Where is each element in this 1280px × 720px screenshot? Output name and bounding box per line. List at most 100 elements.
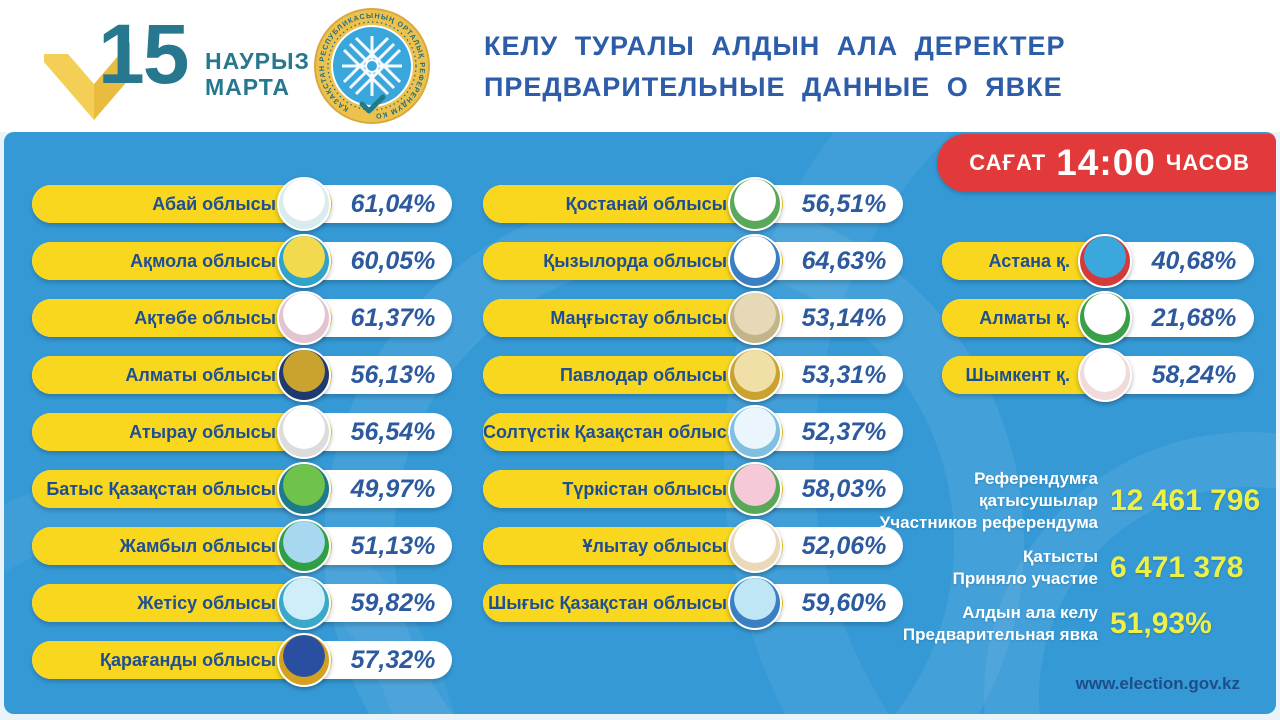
title-russian: ПРЕДВАРИТЕЛЬНЫЕ ДАННЫЕ О ЯВКЕ [484,72,1063,102]
astana-city-emblem-icon [1078,234,1132,288]
region-name: Алматы қ. [979,308,1070,328]
turnout-percent: 53,31% [801,361,887,389]
shygys-qazaqstan-region-emblem-icon [728,576,782,630]
turnout-percent: 56,54% [350,418,436,446]
summary-stat-value: 12 461 796 [1110,484,1261,517]
almaty-region-emblem-icon [277,348,331,402]
shymkent-city-emblem-icon [1078,348,1132,402]
region-row: Шығыс Қазақстан облысы 59,60% [483,576,903,630]
turnout-percent: 56,51% [801,190,887,218]
summary-stats: Референдумға қатысушылар Участников рефе… [862,468,1262,657]
soltustik-qazaqstan-region-emblem-icon [728,405,782,459]
region-row: Қызылорда облысы 64,63% [483,234,903,288]
region-row: Батыс Қазақстан облысы 49,97% [32,462,452,516]
turnout-percent: 58,03% [801,475,887,503]
region-row: Алматы қ. 21,68% [942,291,1254,345]
turnout-percent: 49,97% [350,475,436,503]
region-row: Жетісу облысы 59,82% [32,576,452,630]
region-row: Қостанай облысы 56,51% [483,177,903,231]
zhetisu-region-emblem-icon [277,576,331,630]
turnout-percent: 52,06% [801,532,887,560]
summary-stat-label: Референдумға қатысушылар Участников рефе… [862,468,1098,534]
region-row: Астана қ. 40,68% [942,234,1254,288]
region-row: Атырау облысы 56,54% [32,405,452,459]
summary-stat-label-kk: Қатысты [1023,546,1098,566]
turnout-percent: 64,63% [801,247,887,275]
region-name: Қостанай облысы [565,194,727,214]
time-badge-prefix: САҒАТ [969,150,1047,175]
time-badge: САҒАТ 14:00 ЧАСОВ [937,134,1276,192]
region-name: Түркістан облысы [562,479,727,499]
logo-month-kk: НАУРЫЗ [205,48,310,74]
time-badge-time: 14:00 [1056,142,1156,183]
batys-qazaqstan-region-emblem-icon [277,462,331,516]
summary-stat-label-ru: Приняло участие [952,568,1098,588]
region-name: Солтүстік Қазақстан облысы [483,422,743,442]
time-badge-suffix: ЧАСОВ [1165,150,1250,175]
turnout-percent: 59,60% [801,589,887,617]
region-name: Ақтөбе облысы [134,308,276,328]
region-name: Қарағанды облысы [99,650,276,670]
almaty-city-emblem-icon [1078,291,1132,345]
ulytau-region-emblem-icon [728,519,782,573]
region-name: Батыс Қазақстан облысы [46,479,276,499]
region-name: Абай облысы [152,194,276,214]
region-row: Алматы облысы 56,13% [32,348,452,402]
region-row: Ұлытау облысы 52,06% [483,519,903,573]
turnout-percent: 61,04% [350,190,436,218]
region-row: Солтүстік Қазақстан облысы 52,37% [483,405,903,459]
qostanay-region-emblem-icon [728,177,782,231]
region-row: Маңғыстау облысы 53,14% [483,291,903,345]
atyrau-region-emblem-icon [277,405,331,459]
region-row: Абай облысы 61,04% [32,177,452,231]
region-row: Павлодар облысы 53,31% [483,348,903,402]
summary-stat-row: Референдумға қатысушылар Участников рефе… [862,468,1262,534]
logo-month: НАУРЫЗ МАРТА [205,48,310,100]
region-row: Жамбыл облысы 51,13% [32,519,452,573]
region-name: Қызылорда облысы [543,251,727,271]
header: 15 НАУРЫЗ МАРТА ҚАЗАҚСТАН РЕСПУБЛИКАСЫНЫ… [0,0,1280,132]
aqmola-region-emblem-icon [277,234,331,288]
turnout-percent: 60,05% [350,247,436,275]
website-url: www.election.gov.kz [1075,674,1240,693]
turkistan-region-emblem-icon [728,462,782,516]
region-name: Жамбыл облысы [119,536,276,556]
summary-stat-row: Қатысты Приняло участие 6 471 378 [862,545,1262,590]
turnout-percent: 53,14% [801,304,887,332]
region-row: Ақмола облысы 60,05% [32,234,452,288]
qaragandy-region-emblem-icon [277,633,331,687]
region-name: Жетісу облысы [137,593,276,613]
region-name: Павлодар облысы [559,365,727,385]
region-name: Шығыс Қазақстан облысы [488,593,727,613]
turnout-percent: 59,82% [350,589,436,617]
summary-stat-label: Алдын ала келу Предварительная явка [903,602,1098,646]
qyzylorda-region-emblem-icon [728,234,782,288]
region-name: Ұлытау облысы [582,536,727,556]
summary-stat-label-kk: Алдын ала келу [962,602,1098,622]
summary-stat-value: 6 471 378 [1110,550,1244,584]
region-name: Ақмола облысы [130,251,276,271]
turnout-percent: 21,68% [1151,304,1237,332]
region-row: Ақтөбе облысы 61,37% [32,291,452,345]
logo-day: 15 [98,7,189,101]
region-name: Шымкент қ. [965,365,1071,385]
turnout-percent: 58,24% [1151,361,1237,389]
pavlodar-region-emblem-icon [728,348,782,402]
summary-stat-value: 51,93% [1110,606,1212,640]
turnout-percent: 51,13% [350,532,436,560]
summary-stat-label-ru: Участников референдума [879,513,1098,532]
turnout-percent: 40,68% [1151,247,1237,275]
logo-month-ru: МАРТА [205,74,291,100]
turnout-percent: 61,37% [350,304,436,332]
title-kazakh: КЕЛУ ТУРАЛЫ АЛДЫН АЛА ДЕРЕКТЕР [484,31,1066,61]
summary-stat-label-ru: Предварительная явка [902,624,1098,644]
turnout-percent: 57,32% [350,646,436,674]
region-name: Алматы облысы [125,365,276,385]
turnout-percent: 52,37% [801,418,887,446]
zhambyl-region-emblem-icon [277,519,331,573]
region-row: Шымкент қ. 58,24% [942,348,1254,402]
region-row: Қарағанды облысы 57,32% [32,633,452,687]
region-name: Астана қ. [988,251,1071,271]
mangystau-region-emblem-icon [728,291,782,345]
